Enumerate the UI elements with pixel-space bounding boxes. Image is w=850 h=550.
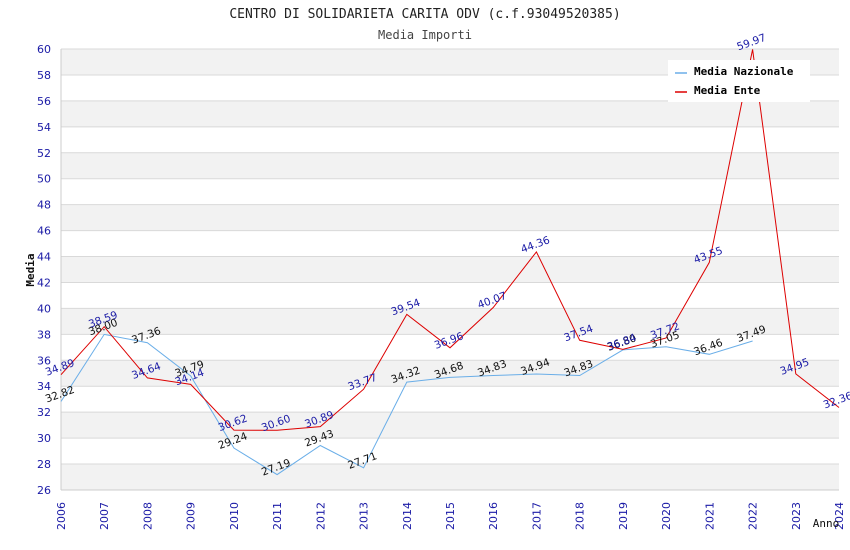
data-label: 32.36: [822, 390, 850, 412]
series-line-nazionale: [60, 333, 753, 476]
x-tick-label: 2019: [617, 502, 630, 530]
legend-label-ente: Media Ente: [694, 84, 761, 97]
axes: [60, 49, 839, 491]
x-tick-label: 2024: [833, 502, 846, 530]
plot-band: [61, 152, 839, 179]
data-label: 36.46: [692, 337, 725, 359]
y-tick-label: 56: [37, 95, 51, 108]
y-tick-label: 46: [37, 225, 51, 238]
y-tick-label: 36: [37, 354, 51, 367]
series-lines: [60, 49, 840, 476]
series-line-ente: [60, 49, 840, 431]
x-tick-label: 2006: [55, 502, 68, 530]
legend-label-nazionale: Media Nazionale: [694, 65, 794, 78]
y-tick-label: 26: [37, 484, 51, 497]
legend-box: [668, 60, 810, 102]
x-tick-labels: 2006 2007 2008 2009 2010 2011 2012 2013 2014 2015…: [55, 502, 846, 530]
plot-band: [61, 464, 839, 490]
plot-band: [61, 256, 839, 283]
y-tick-label: 40: [37, 302, 51, 315]
chart-title: CENTRO DI SOLIDARIETA CARITA ODV (c.f.93…: [229, 7, 620, 22]
y-tick-label: 34: [37, 380, 51, 393]
legend: Media Nazionale Media Ente: [668, 60, 810, 102]
y-tick-label: 50: [37, 173, 51, 186]
plot-bands: [61, 49, 839, 490]
x-tick-label: 2013: [358, 502, 371, 530]
x-tick-label: 2022: [747, 502, 760, 530]
x-tick-label: 2015: [444, 502, 457, 530]
y-tick-label: 28: [37, 458, 51, 471]
x-tick-label: 2016: [487, 502, 500, 530]
x-tick-label: 2021: [703, 502, 716, 530]
plot-band: [61, 360, 839, 387]
x-tick-label: 2020: [660, 502, 673, 530]
x-tick-label: 2018: [574, 502, 587, 530]
x-tick-label: 2008: [141, 502, 154, 530]
x-tick-label: 2017: [530, 502, 543, 530]
y-tick-label: 38: [37, 328, 51, 341]
y-tick-labels: 26 28 30 32 34 36 38 40 42 44 46 48 50 52 54 56 58 60: [37, 43, 51, 497]
x-tick-label: 2012: [314, 502, 327, 530]
y-tick-label: 32: [37, 406, 51, 419]
plot-band: [61, 100, 839, 127]
y-tick-label: 48: [37, 199, 51, 212]
x-tick-label: 2011: [271, 502, 284, 530]
x-tick-label: 2009: [185, 502, 198, 530]
x-tick-label: 2010: [228, 502, 241, 530]
y-tick-label: 42: [37, 276, 51, 289]
plot-band: [61, 204, 839, 231]
y-tick-label: 60: [37, 43, 51, 56]
x-tick-label: 2007: [98, 502, 111, 530]
x-axis-label: Anno: [813, 517, 840, 530]
y-tick-label: 54: [37, 121, 51, 134]
x-tick-label: 2023: [790, 502, 803, 530]
y-axis-label: Media: [24, 253, 37, 286]
y-tick-label: 52: [37, 147, 51, 160]
y-tick-label: 44: [37, 251, 51, 264]
y-tick-label: 58: [37, 69, 51, 82]
plot-band: [61, 308, 839, 335]
chart-subtitle: Media Importi: [378, 28, 472, 42]
x-tick-label: 2014: [401, 502, 414, 530]
y-tick-label: 30: [37, 432, 51, 445]
plot-band: [61, 412, 839, 439]
